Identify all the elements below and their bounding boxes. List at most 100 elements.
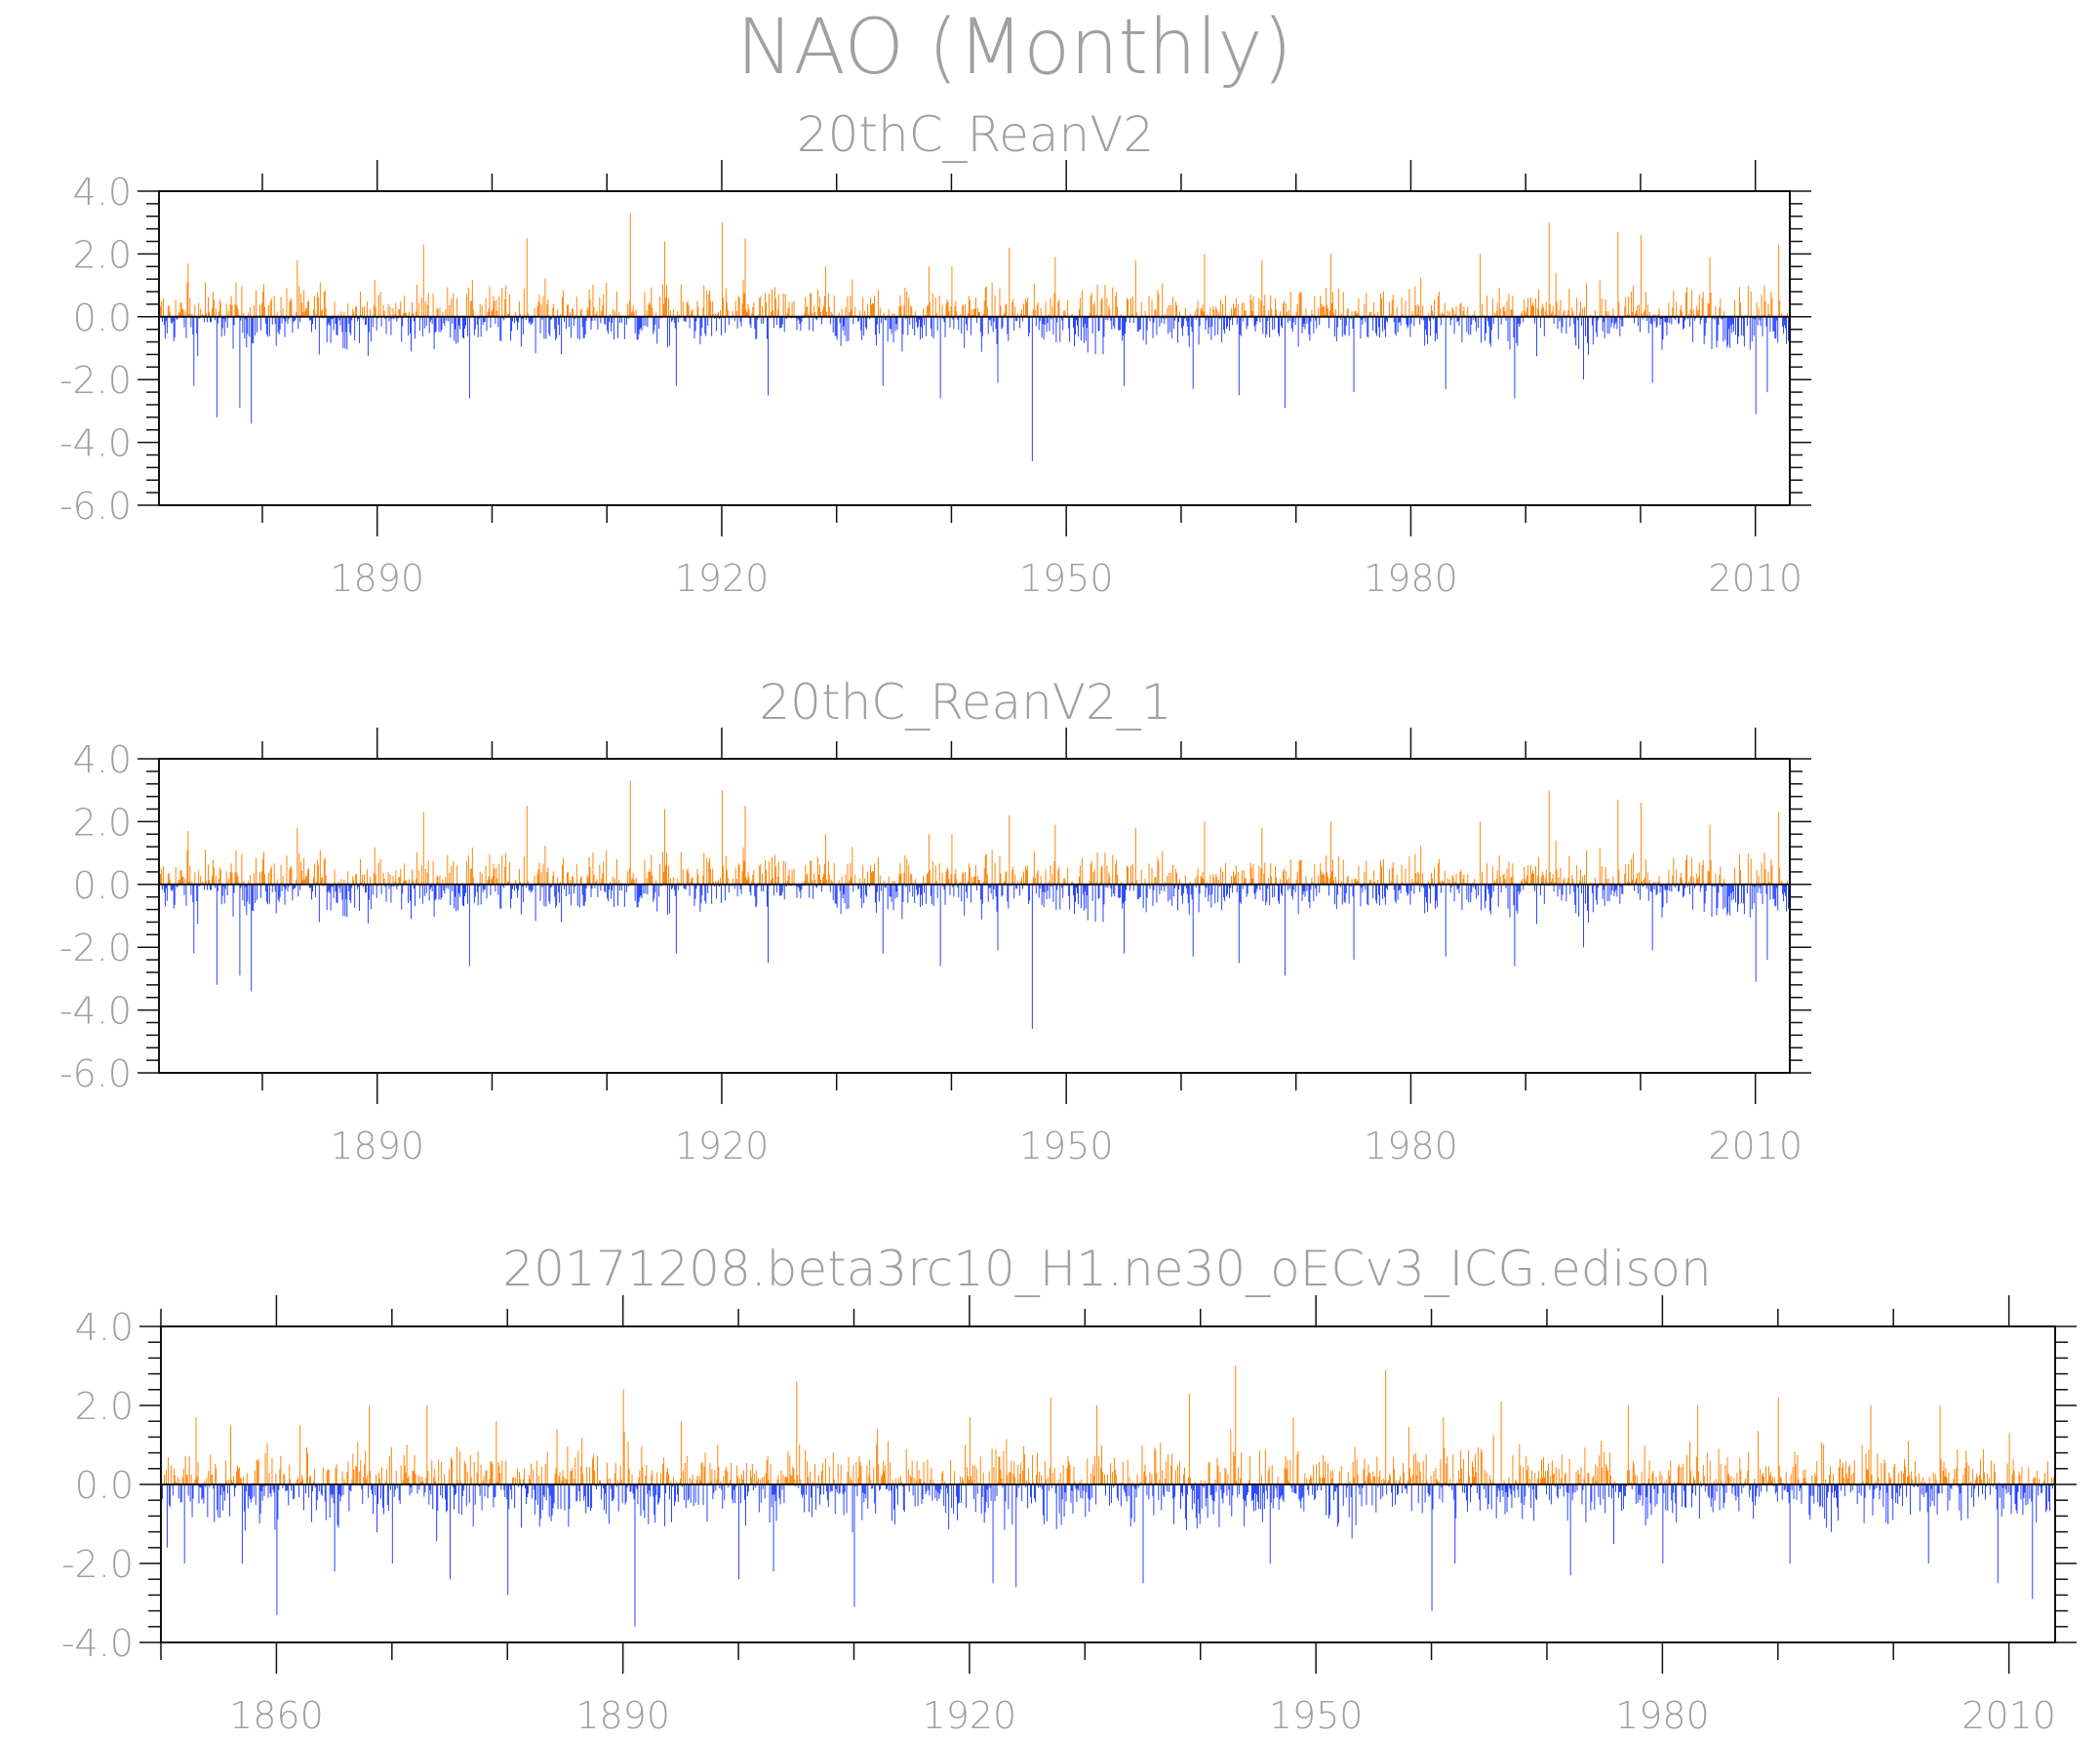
positive-bar <box>596 311 598 317</box>
positive-bar <box>1025 869 1027 885</box>
negative-bar <box>1476 1484 1478 1493</box>
positive-bar <box>614 1463 616 1484</box>
negative-bar <box>632 1484 634 1494</box>
positive-bar <box>235 282 237 317</box>
positive-bar <box>1532 870 1533 885</box>
negative-bar <box>1597 884 1599 889</box>
negative-bar <box>1371 1484 1373 1506</box>
positive-bar <box>753 1473 755 1484</box>
negative-bar <box>1379 884 1381 906</box>
negative-bar <box>1507 316 1509 341</box>
positive-bar <box>1167 307 1169 317</box>
negative-bar <box>1291 1484 1293 1493</box>
positive-bar <box>1506 868 1508 885</box>
negative-bar <box>1075 316 1076 335</box>
positive-bar <box>741 303 743 317</box>
negative-bar <box>1301 316 1303 334</box>
positive-bar <box>1682 311 1684 317</box>
positive-bar <box>1025 866 1026 885</box>
positive-bar <box>907 1469 909 1484</box>
negative-bar <box>1341 884 1343 905</box>
negative-bar <box>1018 1484 1020 1488</box>
negative-bar <box>474 1484 476 1505</box>
positive-bar <box>181 308 183 317</box>
negative-bar <box>1076 884 1077 889</box>
negative-bar <box>1478 1484 1480 1500</box>
negative-bar <box>936 1484 938 1502</box>
positive-bar <box>1420 277 1422 317</box>
negative-bar <box>983 1484 985 1523</box>
positive-bar <box>1289 1459 1291 1484</box>
negative-bar <box>299 884 301 890</box>
positive-bar <box>977 879 979 885</box>
positive-bar <box>1277 1476 1279 1484</box>
x-tick-label: 1950 <box>1019 557 1114 600</box>
negative-bar <box>226 316 228 329</box>
negative-bar <box>573 884 575 894</box>
negative-bar <box>1333 316 1335 337</box>
positive-bar <box>453 293 455 317</box>
positive-bar <box>1222 303 1224 317</box>
negative-bar <box>1254 884 1256 900</box>
positive-bar <box>970 299 971 317</box>
positive-bar <box>1305 875 1307 885</box>
positive-bar <box>648 872 650 885</box>
positive-bar <box>385 1469 387 1484</box>
positive-bar <box>404 1465 406 1484</box>
positive-bar <box>639 1470 641 1484</box>
positive-bar <box>717 881 718 885</box>
negative-bar <box>842 1484 844 1495</box>
positive-bar <box>892 1480 893 1484</box>
negative-bar <box>1345 884 1347 893</box>
positive-bar <box>250 874 252 885</box>
negative-bar <box>1114 884 1116 897</box>
positive-bar <box>1178 311 1180 317</box>
negative-bar <box>1353 884 1355 961</box>
positive-bar <box>463 1460 465 1484</box>
negative-bar <box>1016 884 1018 889</box>
positive-bar <box>1459 871 1461 885</box>
positive-bar <box>810 293 812 317</box>
positive-bar <box>766 302 768 317</box>
negative-bar <box>550 884 552 889</box>
positive-bar <box>1401 864 1403 885</box>
positive-bar <box>668 865 669 885</box>
positive-bar <box>859 878 861 885</box>
negative-bar <box>1126 1484 1128 1502</box>
positive-bar <box>1081 857 1083 885</box>
positive-bar <box>1202 304 1204 317</box>
positive-bar <box>984 287 986 317</box>
positive-bar <box>1412 882 1414 885</box>
negative-bar <box>925 1484 927 1495</box>
positive-bar <box>923 308 924 317</box>
negative-bar <box>957 316 959 320</box>
positive-bar <box>209 880 210 885</box>
negative-bar <box>1243 1484 1245 1500</box>
negative-bar <box>1085 1484 1087 1518</box>
negative-bar <box>1595 316 1597 333</box>
positive-bar <box>606 1462 608 1484</box>
positive-bar <box>412 1470 414 1484</box>
positive-bar <box>1017 1464 1019 1484</box>
negative-bar <box>739 884 741 890</box>
negative-bar <box>220 316 222 337</box>
negative-bar <box>1132 316 1134 324</box>
positive-bar <box>1112 854 1114 885</box>
negative-bar <box>1060 1484 1062 1525</box>
positive-bar <box>1411 1475 1413 1484</box>
negative-bar <box>1316 884 1318 896</box>
positive-bar <box>1734 867 1736 885</box>
negative-bar <box>248 1484 250 1496</box>
negative-bar <box>733 316 735 322</box>
negative-bar <box>832 884 834 900</box>
negative-bar <box>440 316 442 333</box>
positive-bar <box>316 292 318 317</box>
negative-bar <box>1470 316 1472 336</box>
negative-bar <box>1016 316 1018 322</box>
positive-bar <box>964 1444 966 1484</box>
negative-bar <box>656 316 658 344</box>
negative-bar <box>901 1484 903 1487</box>
negative-bar <box>223 316 225 336</box>
negative-bar <box>1319 316 1321 326</box>
negative-bar <box>257 316 258 333</box>
